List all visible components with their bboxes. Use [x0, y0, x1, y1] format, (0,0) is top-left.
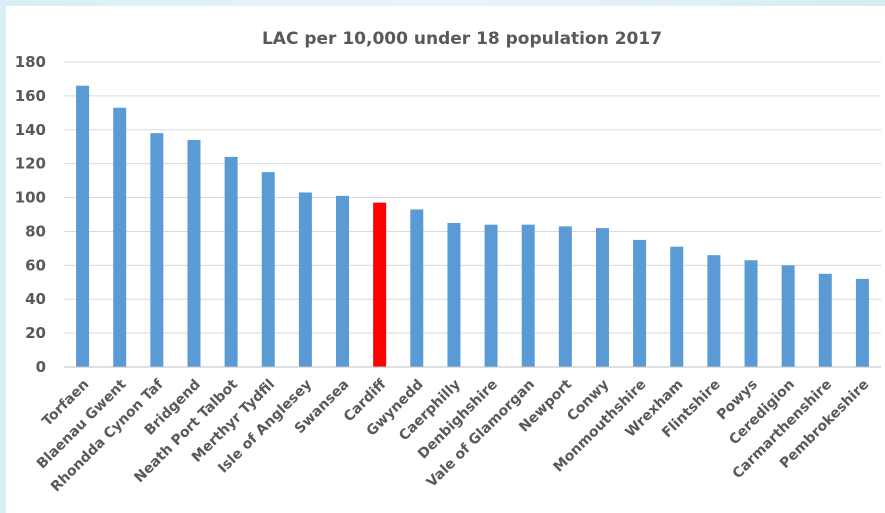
bar-wrexham	[670, 246, 684, 367]
y-tick-label: 180	[15, 53, 46, 71]
bar-conwy	[595, 228, 609, 367]
bar-neath-port-talbot	[224, 156, 238, 367]
bar-vale-of-glamorgan	[521, 224, 535, 367]
gridlines	[64, 61, 881, 334]
bar-carmarthenshire	[818, 273, 832, 367]
chart-frame: LAC per 10,000 under 18 population 2017 …	[6, 6, 885, 513]
bar-chart: LAC per 10,000 under 18 population 2017 …	[15, 29, 881, 495]
y-tick-label: 20	[25, 324, 46, 342]
bar-pembrokeshire	[855, 278, 869, 367]
bar-caerphilly	[447, 222, 461, 367]
bar-rhondda-cynon-taf	[150, 133, 164, 367]
y-tick-label: 100	[15, 189, 46, 207]
bar-ceredigion	[781, 265, 795, 367]
bar-newport	[558, 226, 572, 367]
bar-merthyr-tydfil	[261, 172, 275, 367]
chart-title: LAC per 10,000 under 18 population 2017	[262, 29, 662, 49]
y-tick-label: 0	[36, 358, 46, 376]
bar-blaenau-gwent	[113, 107, 127, 367]
y-tick-label: 40	[25, 290, 46, 308]
bar-swansea	[336, 195, 350, 367]
bar-flintshire	[707, 255, 721, 367]
bar-isle-of-anglesey	[298, 192, 312, 367]
y-tick-label: 60	[25, 256, 46, 274]
bars	[76, 85, 869, 367]
y-tick-label: 140	[15, 121, 46, 139]
bar-cardiff	[373, 202, 387, 367]
bar-monmouthshire	[633, 239, 647, 367]
bar-gwynedd	[410, 209, 424, 367]
y-tick-label: 120	[15, 155, 46, 173]
bar-torfaen	[76, 85, 90, 367]
bar-powys	[744, 260, 758, 367]
y-axis-ticks: 0 20 40 60 80 100 120 140 160 180	[15, 53, 46, 376]
bar-bridgend	[187, 139, 201, 367]
y-tick-label: 160	[15, 87, 46, 105]
bar-denbighshire	[484, 224, 498, 367]
y-tick-label: 80	[25, 222, 46, 240]
